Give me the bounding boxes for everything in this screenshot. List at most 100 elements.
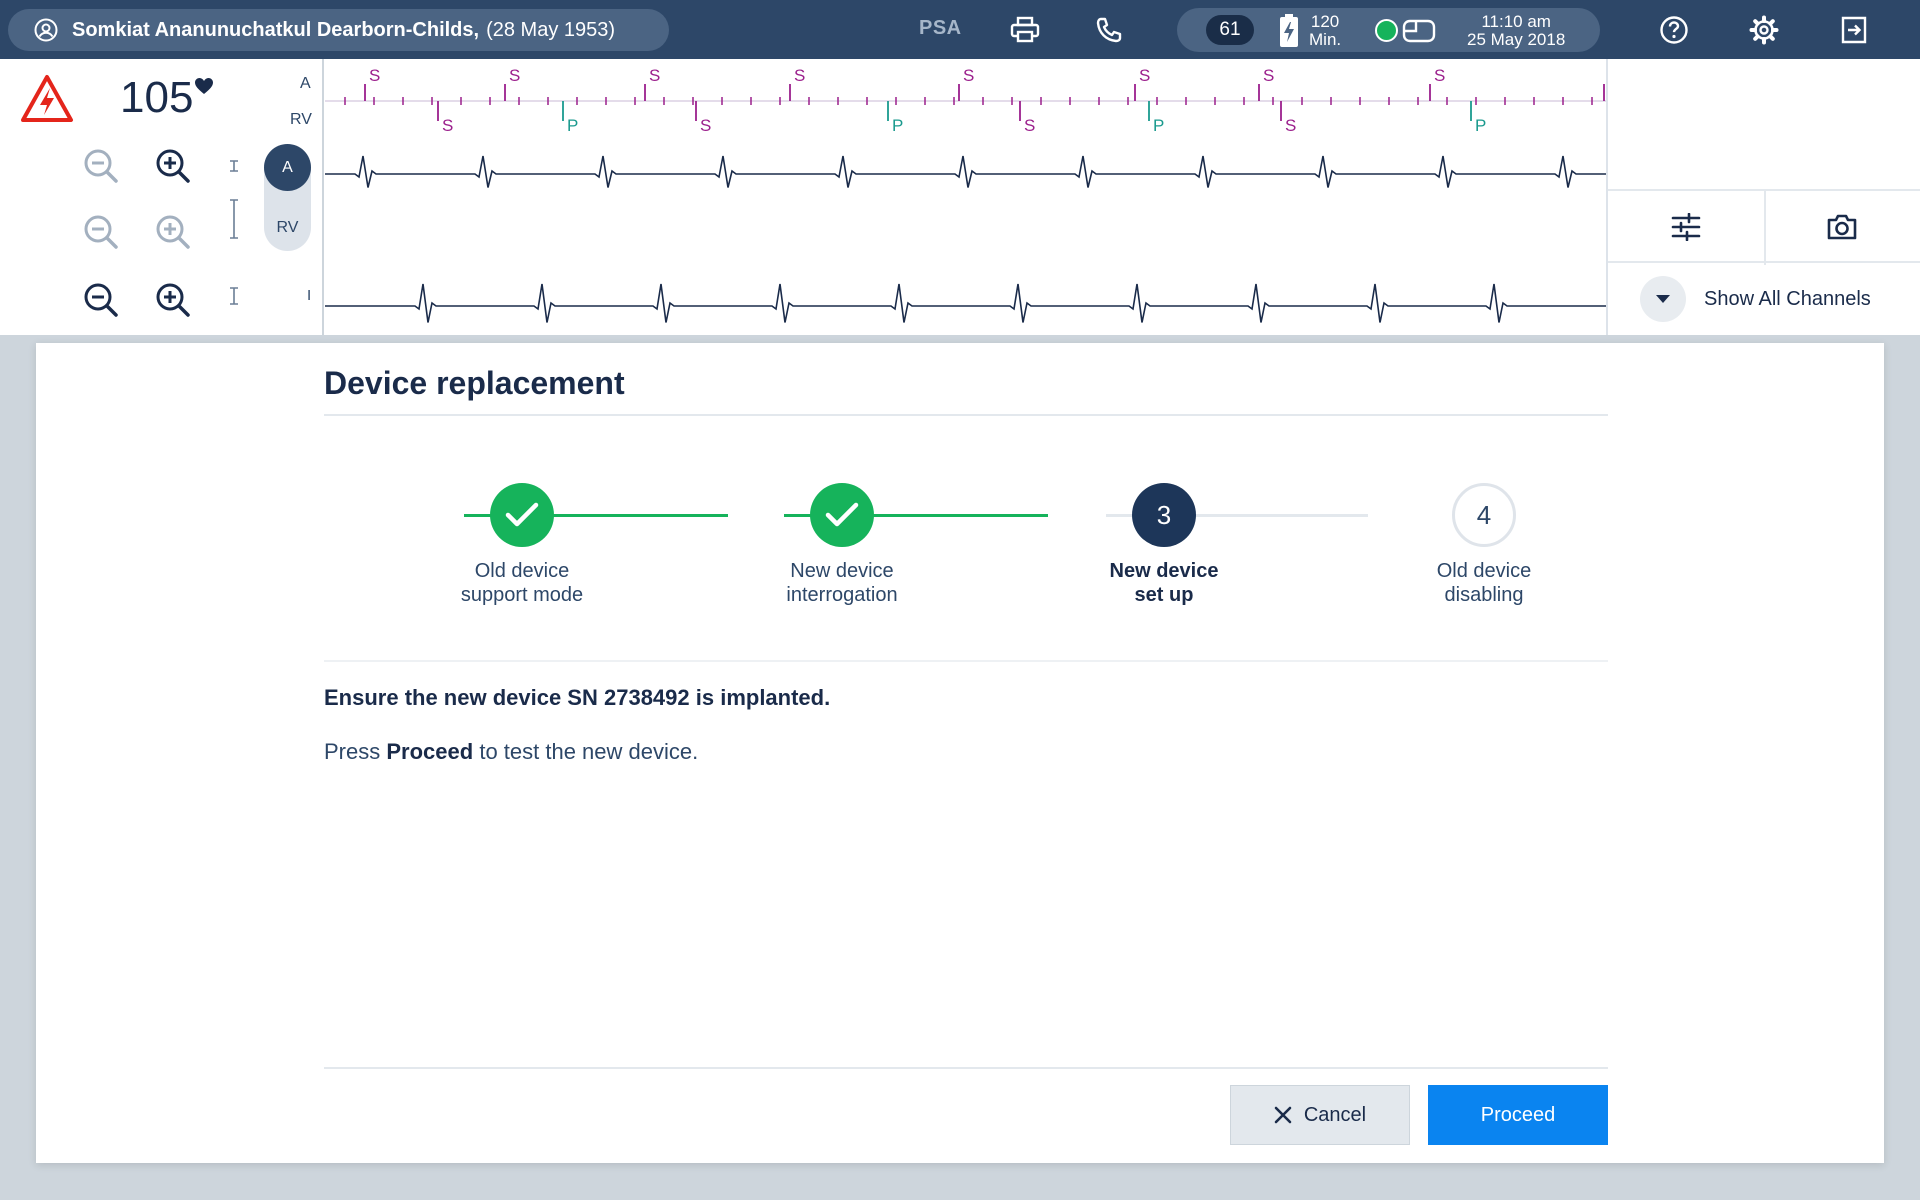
user-icon (34, 18, 58, 42)
step-2-label: New device interrogation (732, 559, 952, 607)
battery-unit: Min. (1309, 30, 1342, 49)
step-3-label: New device set up (1054, 559, 1274, 607)
status-count-badge: 61 (1206, 15, 1254, 45)
proceed-button-label: Proceed (1480, 1103, 1556, 1126)
date-text: 25 May 2018 (1467, 30, 1566, 49)
help-button[interactable] (1657, 13, 1691, 47)
atrial-sense-label: S (963, 66, 974, 85)
ventricular-pace-label: P (1153, 116, 1164, 135)
phone-icon (1096, 17, 1122, 43)
exit-button[interactable] (1837, 13, 1871, 47)
zoom-out-icon (84, 215, 118, 249)
show-all-toggle[interactable] (1640, 276, 1686, 322)
chevron-down-icon (1656, 295, 1670, 303)
checkmark-icon (825, 502, 859, 527)
zoom-in-button-a[interactable] (152, 211, 194, 253)
ventricular-sense-label: S (1285, 116, 1296, 135)
close-icon (1274, 1106, 1292, 1124)
print-button[interactable] (1008, 13, 1042, 47)
atrial-sense-label: S (649, 66, 660, 85)
lead-label-i: I (307, 287, 312, 304)
heart-icon (195, 78, 213, 94)
device-status: 61 120 Min. 11:10 am 25 May 2018 (1177, 8, 1600, 52)
logout-icon (1841, 16, 1867, 44)
cancel-button-label: Cancel (1303, 1103, 1367, 1126)
zoom-out-button-marker[interactable] (80, 145, 122, 187)
step-connector-3 (1106, 514, 1368, 517)
gain-large-icon (230, 199, 238, 239)
zoom-out-icon (84, 149, 118, 183)
ventricular-sense-label: S (700, 116, 711, 135)
step-3-label-line2: set up (1134, 584, 1194, 606)
step-2-complete (810, 483, 874, 547)
checkmark-icon (505, 502, 539, 527)
battery-charging-icon (1280, 14, 1298, 47)
patient-dob: (28 May 1953) (486, 18, 616, 41)
step-1-complete (490, 483, 554, 547)
patient-name: Somkiat Ananunuchatkul Dearborn-Childs, (72, 18, 480, 41)
stepper-divider (324, 660, 1608, 662)
zoom-in-icon (156, 283, 190, 317)
settings-button[interactable] (1747, 13, 1781, 47)
mode-label: PSA (919, 17, 962, 39)
step-2-label-line1: New device (790, 560, 894, 582)
gain-small-icon (230, 160, 238, 172)
lead-label-rv: RV (290, 111, 312, 128)
title-divider (324, 414, 1608, 416)
atrial-sense-label: S (1434, 66, 1445, 85)
atrial-sense-label: S (509, 66, 520, 85)
atrial-egm-trace (325, 155, 1606, 188)
patient-info[interactable]: Somkiat Ananunuchatkul Dearborn-Childs, … (8, 9, 669, 51)
gain-medium-icon (230, 287, 238, 305)
surface-ecg-trace (325, 283, 1606, 323)
adjust-settings-button[interactable] (1668, 209, 1704, 245)
zoom-in-icon (156, 149, 190, 183)
zoom-in-button-i[interactable] (152, 279, 194, 321)
sliders-icon (1671, 213, 1701, 241)
instruction-main: Ensure the new device SN 2738492 is impl… (324, 685, 831, 710)
step-2-label-line2: interrogation (786, 584, 898, 606)
channel-toggle-rv[interactable]: RV (276, 219, 299, 236)
time-text: 11:10 am (1481, 12, 1551, 31)
camera-icon (1827, 214, 1857, 240)
battery-value: 120 (1310, 12, 1340, 31)
zoom-out-button-i[interactable] (80, 279, 122, 321)
ventricular-pace-label: P (1475, 116, 1486, 135)
lead-label-a: A (300, 75, 311, 92)
connection-status-dot (1375, 19, 1398, 42)
shock-warning-icon[interactable] (20, 74, 74, 124)
zoom-out-button-a[interactable] (80, 211, 122, 253)
monitor-tools (1608, 189, 1920, 265)
dialog-title: Device replacement (324, 365, 625, 401)
battery-readout: 120 Min. (1309, 13, 1341, 49)
help-icon (1660, 16, 1688, 44)
step-4-label: Old device disabling (1374, 559, 1594, 607)
device-replacement-dialog: Device replacement 3 4 Old device suppor… (36, 343, 1884, 1163)
step-1-label-line1: Old device (474, 560, 570, 582)
step-connector-1 (464, 514, 728, 517)
proceed-button[interactable]: Proceed (1428, 1085, 1608, 1145)
tool-divider (1764, 191, 1766, 265)
show-all-channels-label: Show All Channels (1704, 287, 1871, 310)
step-3-label-line1: New device (1109, 560, 1219, 582)
gear-icon (1749, 15, 1779, 45)
channel-toggle-a[interactable]: A (264, 144, 311, 191)
ecg-tracing: SSSSSSSSSSPSPSPSP (325, 66, 1606, 323)
zoom-out-icon (84, 283, 118, 317)
zoom-in-button-marker[interactable] (152, 145, 194, 187)
step-3-active: 3 (1132, 483, 1196, 547)
clock: 11:10 am 25 May 2018 (1467, 13, 1565, 49)
instruction-rest: to test the new device. (479, 739, 699, 764)
heart-rate-value: 105 (120, 73, 194, 122)
step-4-label-line2: disabling (1444, 584, 1524, 606)
print-icon (1010, 16, 1040, 43)
atrial-sense-label: S (369, 66, 380, 85)
instruction-proceed-word: Proceed (386, 739, 474, 764)
snapshot-button[interactable] (1824, 209, 1860, 245)
wand-connection-icon (1402, 19, 1436, 43)
top-bar: Somkiat Ananunuchatkul Dearborn-Childs, … (0, 0, 1920, 59)
cancel-button[interactable]: Cancel (1230, 1085, 1410, 1145)
call-button[interactable] (1092, 13, 1126, 47)
show-all-channels[interactable]: Show All Channels (1640, 276, 1871, 322)
ecg-monitor: 105 A RV A RV I (0, 59, 1920, 335)
